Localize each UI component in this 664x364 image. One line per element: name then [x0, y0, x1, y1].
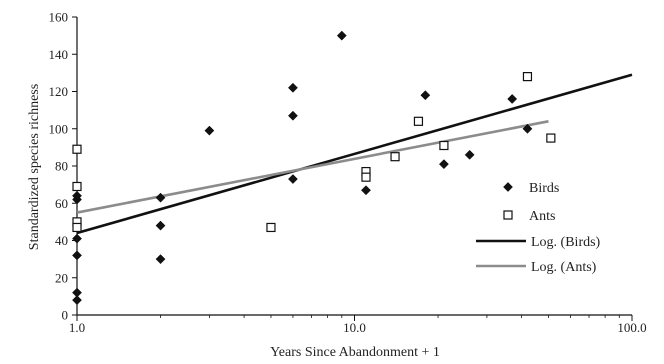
birds-point	[155, 192, 166, 203]
trendline-log-birds	[76, 73, 633, 235]
tick-layer: 0 20 40 60 80 100 120 140 160 1.0 10.0 100.0	[49, 10, 647, 336]
y-tick-label: 80	[55, 159, 68, 174]
ants-point	[522, 71, 533, 82]
x-axis-title: Years Since Abandonment + 1	[270, 345, 440, 360]
y-tick-label: 120	[49, 84, 69, 99]
legend-ants-label: Ants	[529, 209, 555, 224]
birds-point	[287, 110, 298, 121]
marks-layer	[72, 30, 556, 306]
y-tick-label: 140	[49, 47, 69, 62]
birds-point	[204, 125, 215, 136]
legend-ants-marker	[503, 210, 513, 220]
birds-point	[72, 190, 82, 201]
ants-point	[72, 181, 82, 192]
birds-point	[72, 295, 82, 306]
birds-point	[420, 90, 431, 101]
birds-point	[361, 185, 371, 196]
legend-log-ants-label: Log. (Ants)	[531, 260, 597, 275]
birds-point	[72, 233, 82, 244]
trendline-log-ants	[76, 120, 549, 214]
birds-point	[522, 123, 533, 134]
birds-point	[155, 220, 166, 231]
y-tick-label: 40	[55, 233, 68, 248]
y-tick-label: 60	[55, 196, 68, 211]
birds-point	[438, 159, 449, 170]
ants-point	[546, 133, 556, 143]
y-tick-label: 0	[62, 308, 69, 323]
birds-point	[507, 93, 518, 104]
legend-birds-marker	[503, 182, 513, 192]
ants-point	[413, 116, 424, 126]
legend-birds-label: Birds	[529, 181, 559, 196]
y-tick-label: 20	[55, 270, 68, 285]
y-tick-label: 160	[49, 10, 69, 25]
axes	[72, 16, 633, 321]
y-tick-label: 100	[49, 121, 69, 136]
legend: Birds Ants Log. (Birds) Log. (Ants)	[476, 181, 601, 275]
ants-point	[266, 222, 276, 233]
birds-point	[155, 254, 166, 265]
trendline-layer	[76, 73, 633, 235]
y-axis-title: Standardized species richness	[27, 84, 42, 250]
ants-point	[72, 144, 82, 154]
x-tick-label: 1.0	[69, 320, 85, 335]
ants-point	[72, 222, 82, 233]
birds-point	[287, 82, 298, 93]
birds-point	[72, 250, 82, 261]
birds-point	[336, 30, 347, 41]
legend-log-birds-label: Log. (Birds)	[531, 235, 601, 250]
x-tick-label: 10.0	[343, 320, 366, 335]
ants-point	[439, 140, 449, 151]
birds-point	[72, 287, 82, 298]
birds-point	[287, 174, 298, 184]
birds-point	[464, 149, 475, 160]
ants-point	[390, 152, 400, 162]
x-tick-label: 100.0	[617, 320, 646, 335]
ants-point	[361, 172, 371, 182]
